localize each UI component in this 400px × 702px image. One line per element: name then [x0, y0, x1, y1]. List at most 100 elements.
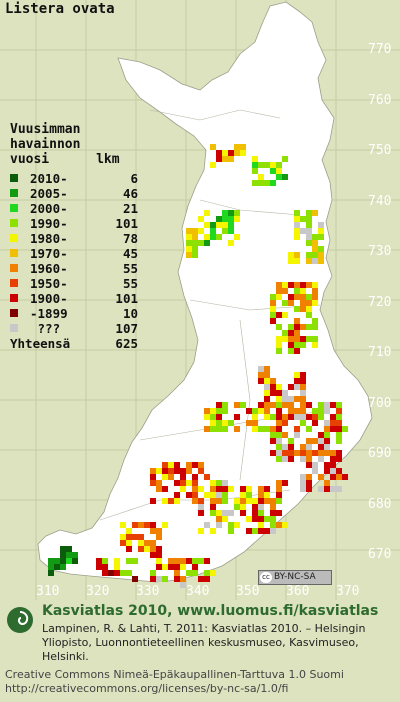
y-axis-label: 730 [368, 244, 392, 259]
observation-cell [324, 462, 330, 468]
observation-cell [300, 288, 306, 294]
observation-cell [48, 558, 54, 564]
observation-cell [330, 426, 336, 432]
observation-cell [300, 408, 306, 414]
observation-cell [180, 486, 186, 492]
observation-cell [234, 522, 240, 528]
observation-cell [306, 336, 312, 342]
observation-cell [156, 576, 162, 582]
observation-cell [318, 408, 324, 414]
observation-cell [252, 510, 258, 516]
observation-cell [228, 522, 234, 528]
observation-cell [234, 426, 240, 432]
observation-cell [270, 450, 276, 456]
observation-cell [252, 426, 258, 432]
observation-cell [150, 546, 156, 552]
observation-cell [276, 348, 282, 354]
observation-cell [300, 336, 306, 342]
legend-label: 1960- [30, 261, 68, 276]
observation-cell [156, 546, 162, 552]
observation-cell [168, 558, 174, 564]
observation-cell [210, 426, 216, 432]
observation-cell [126, 540, 132, 546]
x-axis-label: 330 [136, 584, 160, 599]
observation-cell [228, 216, 234, 222]
observation-cell [294, 378, 300, 384]
observation-cell [336, 474, 342, 480]
observation-cell [300, 486, 306, 492]
observation-cell [258, 366, 264, 372]
observation-cell [228, 228, 234, 234]
legend-swatch [10, 204, 18, 212]
observation-cell [60, 564, 66, 570]
x-axis-label: 320 [86, 584, 110, 599]
observation-cell [294, 288, 300, 294]
observation-cell [174, 492, 180, 498]
observation-cell [294, 408, 300, 414]
y-axis-label: 760 [368, 92, 392, 108]
observation-cell [288, 450, 294, 456]
observation-cell [258, 522, 264, 528]
observation-cell [252, 414, 258, 420]
observation-cell [276, 342, 282, 348]
observation-cell [198, 468, 204, 474]
observation-cell [312, 468, 318, 474]
observation-cell [246, 492, 252, 498]
observation-cell [270, 378, 276, 384]
observation-cell [336, 486, 342, 492]
observation-cell [294, 282, 300, 288]
observation-cell [114, 570, 120, 576]
observation-cell [180, 582, 186, 588]
observation-cell [252, 516, 258, 522]
observation-cell [210, 234, 216, 240]
observation-cell [270, 312, 276, 318]
observation-cell [270, 498, 276, 504]
observation-cell [138, 546, 144, 552]
observation-cell [324, 450, 330, 456]
observation-cell [186, 246, 192, 252]
observation-cell [126, 534, 132, 540]
observation-cell [282, 450, 288, 456]
footer-license-url[interactable]: http://creativecommons.org/licenses/by-n… [5, 682, 289, 695]
observation-cell [300, 456, 306, 462]
distribution-map [0, 0, 400, 600]
observation-cell [318, 258, 324, 264]
observation-cell [270, 426, 276, 432]
observation-cell [198, 528, 204, 534]
observation-cell [210, 570, 216, 576]
observation-cell [240, 492, 246, 498]
observation-cell [114, 558, 120, 564]
legend-swatch [10, 309, 18, 317]
observation-cell [222, 402, 228, 408]
observation-cell [168, 468, 174, 474]
observation-cell [204, 492, 210, 498]
observation-cell [198, 504, 204, 510]
observation-cell [264, 408, 270, 414]
cc-license-badge[interactable]: cc BY-NC-SA [258, 570, 332, 585]
observation-cell [282, 330, 288, 336]
observation-cell [294, 252, 300, 258]
observation-cell [312, 258, 318, 264]
observation-cell [276, 324, 282, 330]
observation-cell [312, 408, 318, 414]
observation-cell [150, 468, 156, 474]
x-axis-label: 350 [236, 584, 260, 599]
observation-cell [336, 438, 342, 444]
observation-cell [156, 564, 162, 570]
observation-cell [318, 414, 324, 420]
observation-cell [60, 552, 66, 558]
observation-cell [300, 480, 306, 486]
observation-cell [252, 162, 258, 168]
observation-cell [294, 228, 300, 234]
observation-cell [336, 450, 342, 456]
observation-cell [282, 174, 288, 180]
observation-cell [198, 558, 204, 564]
cc-badge-label: BY-NC-SA [274, 572, 316, 582]
observation-cell [216, 402, 222, 408]
observation-cell [96, 558, 102, 564]
observation-cell [288, 408, 294, 414]
observation-cell [120, 570, 126, 576]
observation-cell [204, 558, 210, 564]
x-axis-label: 370 [336, 584, 360, 599]
legend-label: 2005- [30, 186, 68, 201]
